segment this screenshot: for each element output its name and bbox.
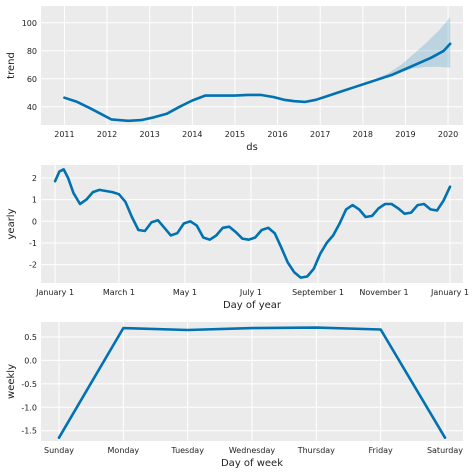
weekly-series-line xyxy=(57,326,447,439)
weekly-x-tick-label: Monday xyxy=(108,446,140,455)
weekly-panel: Sunday Monday Tuesday Wednesday Thursday Frid… xyxy=(6,322,463,469)
yearly-y-tick-label: 2 xyxy=(32,174,37,183)
yearly-x-tick-label: January 1 xyxy=(430,288,469,297)
weekly-y-axis-label: weekly xyxy=(6,364,17,399)
yearly-x-tick-label: July 1 xyxy=(239,288,262,297)
weekly-y-tick-label: -1.5 xyxy=(21,427,37,436)
yearly-y-tick-label: 0 xyxy=(32,217,37,226)
yearly-y-axis-label: yearly xyxy=(6,208,17,239)
yearly-x-tick-label: September 1 xyxy=(292,288,344,297)
yearly-series-line xyxy=(53,168,452,279)
weekly-x-axis-label: Day of week xyxy=(221,458,283,469)
trend-x-tick-label: 2012 xyxy=(97,130,117,139)
yearly-x-tick-label: March 1 xyxy=(103,288,135,297)
weekly-x-tick-label: Tuesday xyxy=(170,446,204,455)
yearly-x-axis-label: Day of year xyxy=(223,300,282,311)
yearly-y-tick-label: -2 xyxy=(29,261,37,270)
trend-x-tick-label: 2020 xyxy=(438,130,458,139)
weekly-y-tick-label: 0.0 xyxy=(24,356,37,365)
trend-y-tick-label: 80 xyxy=(27,47,37,56)
weekly-y-tick-label: -0.5 xyxy=(21,380,37,389)
trend-uncertainty-band xyxy=(375,17,451,81)
yearly-x-tick-label: November 1 xyxy=(359,288,408,297)
weekly-x-tick-label: Thursday xyxy=(297,446,335,455)
yearly-x-tick-label: January 1 xyxy=(35,288,74,297)
trend-x-tick-label: 2014 xyxy=(182,130,202,139)
weekly-x-tick-label: Friday xyxy=(369,446,394,455)
trend-panel: 2011 2012 2013 2014 2015 2016 2017 2018 2019 2020… xyxy=(6,6,463,153)
trend-x-tick-label: 2015 xyxy=(225,130,245,139)
trend-plot-area xyxy=(41,6,463,125)
trend-x-axis-label: ds xyxy=(246,142,258,153)
trend-x-tick-label: 2016 xyxy=(267,130,287,139)
trend-x-tick-label: 2011 xyxy=(54,130,74,139)
trend-y-tick-label: 40 xyxy=(27,103,37,112)
yearly-panel: January 1 March 1 May 1 July 1 September 1 No… xyxy=(6,165,469,311)
yearly-y-tick-label: -1 xyxy=(29,239,37,248)
weekly-y-tick-label: -1.0 xyxy=(21,403,37,412)
weekly-x-tick-label: Wednesday xyxy=(229,446,276,455)
trend-x-tick-label: 2013 xyxy=(140,130,160,139)
yearly-plot-area xyxy=(41,165,463,283)
trend-x-tick-label: 2017 xyxy=(310,130,330,139)
yearly-x-tick-label: May 1 xyxy=(173,288,197,297)
trend-y-tick-label: 100 xyxy=(22,19,37,28)
trend-y-axis-label: trend xyxy=(6,52,17,79)
trend-series-line xyxy=(63,42,452,123)
trend-x-tick-label: 2018 xyxy=(353,130,373,139)
weekly-y-tick-label: 0.5 xyxy=(24,333,37,342)
trend-y-tick-label: 60 xyxy=(27,75,37,84)
weekly-x-tick-label: Sunday xyxy=(44,446,74,455)
yearly-y-tick-label: 1 xyxy=(32,196,37,205)
trend-x-tick-label: 2019 xyxy=(395,130,415,139)
weekly-x-tick-label: Saturday xyxy=(427,446,463,455)
